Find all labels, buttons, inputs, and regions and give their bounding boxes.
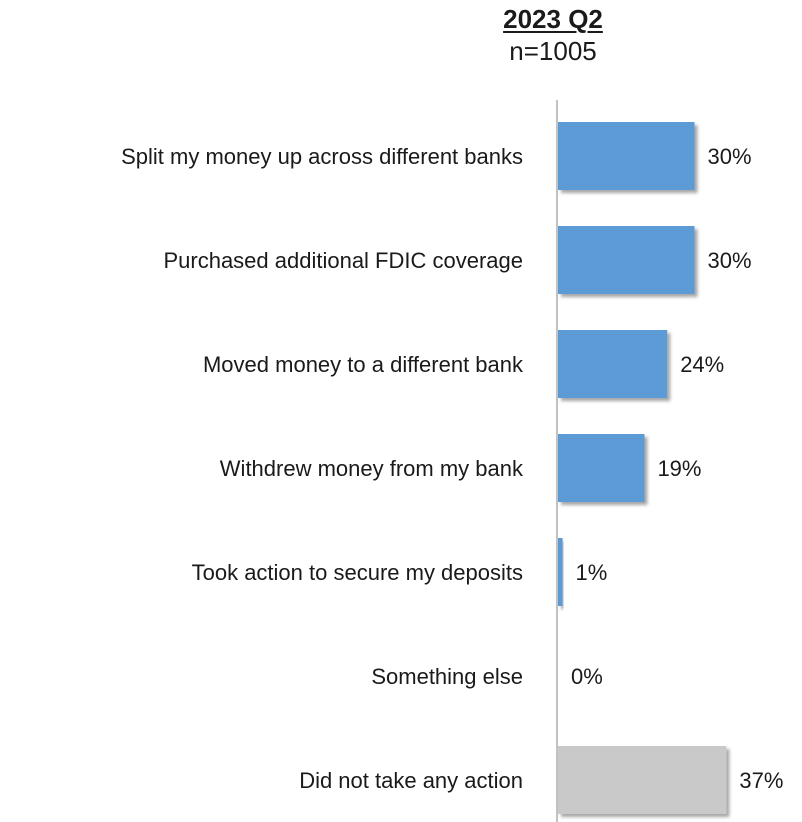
value-label: 24% (680, 352, 724, 377)
bar (558, 538, 563, 606)
value-label: 37% (739, 768, 783, 793)
category-label: Split my money up across different banks (121, 144, 523, 169)
bar (558, 122, 695, 190)
category-label: Purchased additional FDIC coverage (163, 248, 523, 273)
chart-title: 2023 Q2 (503, 4, 603, 34)
category-label: Something else (371, 664, 523, 689)
chart-subtitle: n=1005 (509, 36, 597, 66)
category-label: Moved money to a different bank (203, 352, 524, 377)
value-label: 19% (657, 456, 701, 481)
bars-layer: Split my money up across different banks… (121, 122, 783, 814)
category-label: Did not take any action (299, 768, 523, 793)
bar (558, 330, 668, 398)
value-label: 0% (571, 664, 603, 689)
value-label: 1% (576, 560, 608, 585)
value-label: 30% (708, 248, 752, 273)
value-label: 30% (708, 144, 752, 169)
category-label: Withdrew money from my bank (220, 456, 524, 481)
bar (558, 226, 695, 294)
bar (558, 746, 727, 814)
bar (558, 434, 645, 502)
category-label: Took action to secure my deposits (192, 560, 523, 585)
